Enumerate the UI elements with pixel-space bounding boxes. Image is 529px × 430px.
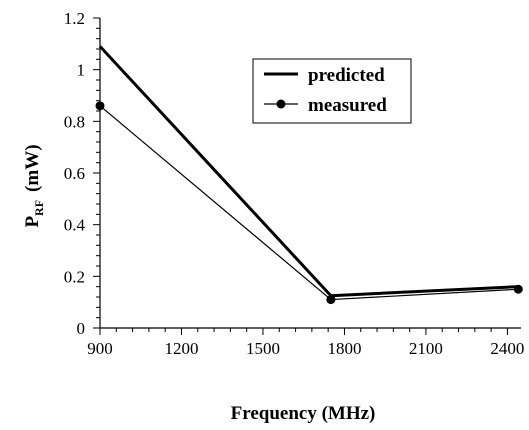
y-axis-title: PRF (mW) xyxy=(22,144,46,227)
legend: predicted measured xyxy=(252,58,412,124)
tick-labels: 900 1200 1500 1800 2100 2400 0 0.2 0.4 0.6 0.8 1 1.2 xyxy=(64,9,525,358)
x-tick-label: 1800 xyxy=(327,339,361,358)
tick-marks xyxy=(93,17,508,335)
y-axis-title-unit: (mW) xyxy=(22,144,43,191)
y-tick-label: 0.8 xyxy=(64,112,85,131)
legend-box xyxy=(252,58,412,124)
x-axis-title: Frequency (MHz) xyxy=(231,403,376,424)
y-tick-label: 0.6 xyxy=(64,164,85,183)
y-tick-label: 0.2 xyxy=(64,267,85,286)
y-axis-title-sub: RF xyxy=(32,200,46,216)
x-tick-label: 2400 xyxy=(490,339,524,358)
series-layer xyxy=(95,45,523,305)
y-tick-label: 1 xyxy=(77,61,86,80)
y-tick-label: 0 xyxy=(77,319,86,338)
x-tick-label: 1500 xyxy=(246,339,280,358)
x-tick-label: 2100 xyxy=(409,339,443,358)
data-point-measured xyxy=(513,284,523,294)
x-tick-label: 1200 xyxy=(164,339,198,358)
x-tick-label: 900 xyxy=(87,339,113,358)
y-tick-label: 0.4 xyxy=(64,216,86,235)
y-tick-label: 1.2 xyxy=(64,9,85,28)
y-axis-title-main: P xyxy=(22,216,43,228)
legend-predicted-label: predicted xyxy=(308,65,385,86)
data-point-measured xyxy=(326,295,336,305)
legend-measured-label: measured xyxy=(308,95,387,116)
legend-measured-marker xyxy=(276,99,286,109)
